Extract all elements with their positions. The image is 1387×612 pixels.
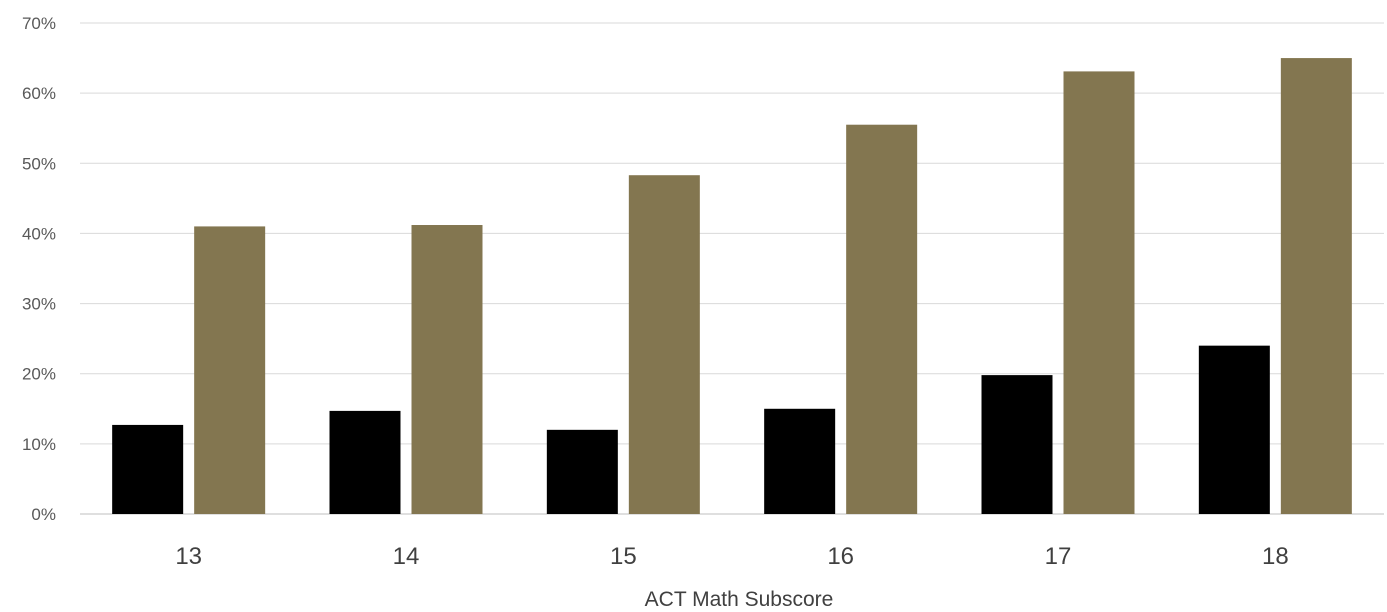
y-tick-label: 60%: [22, 84, 56, 103]
y-tick-label: 20%: [22, 365, 56, 384]
x-axis-title: ACT Math Subscore: [645, 588, 834, 611]
x-axis-ticks: 13 14 15 16 17 18: [175, 543, 1288, 570]
bar-series1-13: [112, 424, 184, 514]
bar-series1-17: [981, 375, 1053, 514]
gridlines: [80, 22, 1384, 515]
bar-series2-13: [194, 226, 266, 514]
y-axis-ticks: 0% 10% 20% 30% 40% 50% 60% 70%: [22, 14, 56, 524]
x-tick-label: 14: [393, 543, 420, 570]
bar-series2-17: [1063, 71, 1135, 515]
x-tick-label: 18: [1262, 543, 1289, 570]
y-tick-label: 40%: [22, 224, 56, 243]
bar-series2-18: [1280, 58, 1352, 514]
bar-series2-16: [846, 124, 918, 514]
y-tick-label: 50%: [22, 154, 56, 173]
y-tick-label: 0%: [31, 505, 56, 524]
bar-series2-14: [411, 225, 483, 515]
bars: [112, 58, 1352, 515]
bar-series1-18: [1198, 345, 1270, 514]
x-tick-label: 13: [175, 543, 202, 570]
bar-series1-14: [329, 410, 401, 514]
bar-series1-16: [764, 408, 836, 514]
y-tick-label: 30%: [22, 295, 56, 314]
bar-series1-15: [546, 429, 618, 514]
y-tick-label: 10%: [22, 435, 56, 454]
bar-series2-15: [628, 175, 700, 514]
x-tick-label: 16: [827, 543, 854, 570]
x-tick-label: 17: [1045, 543, 1072, 570]
y-tick-label: 70%: [22, 14, 56, 33]
x-tick-label: 15: [610, 543, 637, 570]
